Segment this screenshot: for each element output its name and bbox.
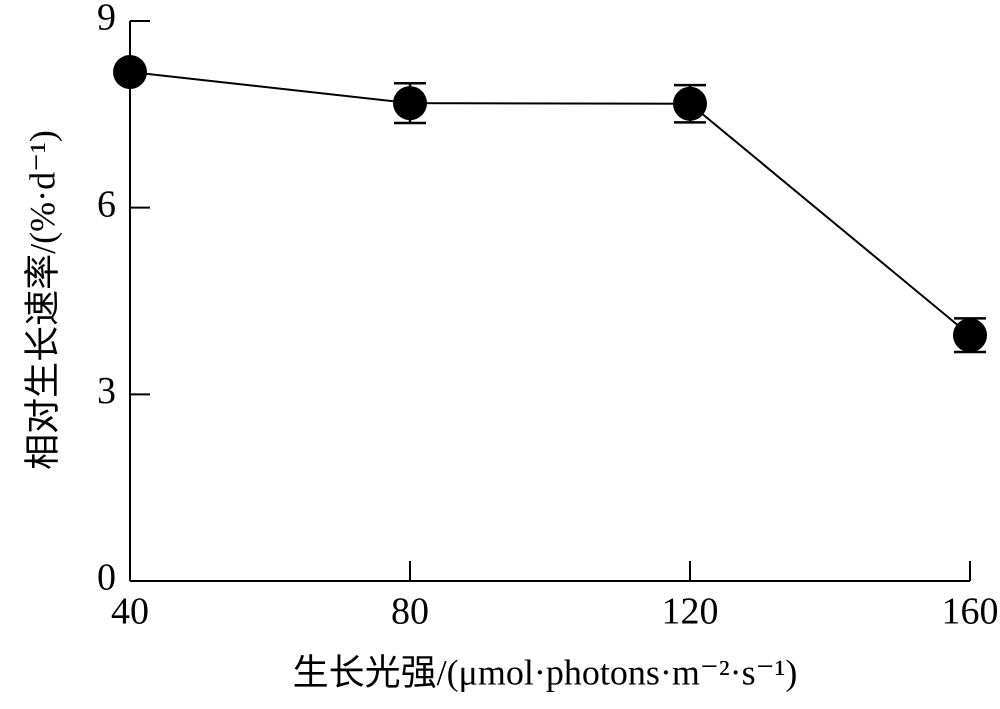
y-tick-label: 9 (97, 0, 116, 39)
x-tick-label: 120 (662, 591, 719, 633)
marker (953, 318, 987, 353)
marker (113, 55, 147, 90)
marker (673, 86, 707, 121)
series-line (129, 71, 971, 336)
x-tick-label: 80 (391, 591, 429, 633)
marker (393, 86, 427, 121)
x-tick-label: 160 (942, 591, 999, 633)
y-tick-label: 6 (97, 183, 116, 225)
x-axis-title: 生长光强/(μmol·photons·m⁻²·s⁻¹) (293, 652, 798, 692)
y-tick-label: 3 (97, 370, 116, 412)
x-tick-label: 40 (111, 591, 149, 633)
y-tick-label: 0 (97, 557, 116, 599)
y-axis-title: 相对生长速率/(%·d⁻¹) (22, 130, 62, 470)
